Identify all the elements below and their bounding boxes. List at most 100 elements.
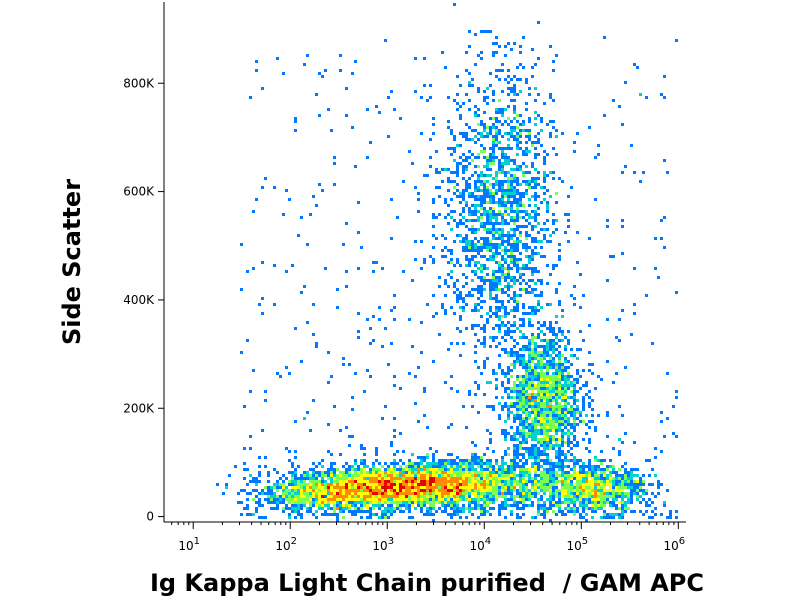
density-cell xyxy=(525,411,528,414)
density-cell xyxy=(453,480,456,483)
density-cell xyxy=(552,486,555,489)
density-cell xyxy=(525,423,528,426)
density-cell xyxy=(528,387,531,390)
density-cell xyxy=(486,501,489,504)
density-cell xyxy=(282,213,285,216)
density-cell xyxy=(474,105,477,108)
density-cell xyxy=(489,231,492,234)
density-cell xyxy=(516,390,519,393)
density-cell xyxy=(300,474,303,477)
density-cell xyxy=(636,468,639,471)
density-cell xyxy=(540,441,543,444)
density-cell xyxy=(408,492,411,495)
density-cell xyxy=(579,474,582,477)
density-cell xyxy=(306,498,309,501)
density-cell xyxy=(507,465,510,468)
density-cell xyxy=(384,483,387,486)
density-cell xyxy=(477,87,480,90)
density-cell xyxy=(396,471,399,474)
density-cell xyxy=(438,474,441,477)
density-cell xyxy=(390,198,393,201)
density-cell xyxy=(381,471,384,474)
density-cell xyxy=(261,504,264,507)
density-cell xyxy=(369,489,372,492)
density-cell xyxy=(486,459,489,462)
density-cell xyxy=(552,408,555,411)
density-cell xyxy=(582,474,585,477)
density-cell xyxy=(501,228,504,231)
density-cell xyxy=(474,492,477,495)
density-cell xyxy=(534,210,537,213)
density-cell xyxy=(471,327,474,330)
density-cell xyxy=(528,318,531,321)
density-cell xyxy=(543,171,546,174)
density-cell xyxy=(555,288,558,291)
density-cell xyxy=(333,483,336,486)
density-cell xyxy=(486,159,489,162)
density-cell xyxy=(564,369,567,372)
density-cell xyxy=(603,489,606,492)
density-cell xyxy=(555,450,558,453)
density-cell xyxy=(528,426,531,429)
density-cell xyxy=(420,492,423,495)
density-cell xyxy=(306,471,309,474)
density-cell xyxy=(525,363,528,366)
density-cell xyxy=(579,492,582,495)
density-cell xyxy=(555,414,558,417)
density-cell xyxy=(558,495,561,498)
density-cell xyxy=(609,492,612,495)
density-cell xyxy=(585,414,588,417)
density-cell xyxy=(489,288,492,291)
density-cell xyxy=(414,480,417,483)
density-cell xyxy=(501,183,504,186)
density-cell xyxy=(549,240,552,243)
density-cell xyxy=(435,468,438,471)
density-cell xyxy=(342,465,345,468)
density-cell xyxy=(504,222,507,225)
density-cell xyxy=(573,492,576,495)
density-cell xyxy=(366,501,369,504)
density-cell xyxy=(429,138,432,141)
density-cell xyxy=(498,483,501,486)
density-cell xyxy=(303,63,306,66)
density-cell xyxy=(576,498,579,501)
density-cell xyxy=(537,387,540,390)
density-cell xyxy=(453,159,456,162)
density-cell xyxy=(381,267,384,270)
density-cell xyxy=(447,177,450,180)
density-cell xyxy=(417,501,420,504)
density-cell xyxy=(483,246,486,249)
density-cell xyxy=(390,492,393,495)
density-cell xyxy=(462,240,465,243)
density-cell xyxy=(447,120,450,123)
density-cell xyxy=(474,360,477,363)
density-cell xyxy=(507,294,510,297)
density-cell xyxy=(537,447,540,450)
density-cell xyxy=(357,330,360,333)
density-cell xyxy=(489,471,492,474)
density-cell xyxy=(294,129,297,132)
density-cell xyxy=(546,441,549,444)
density-cell xyxy=(483,228,486,231)
density-cell xyxy=(504,339,507,342)
density-cell xyxy=(498,279,501,282)
density-cell xyxy=(525,480,528,483)
density-cell xyxy=(366,507,369,510)
density-cell xyxy=(576,486,579,489)
density-cell xyxy=(600,471,603,474)
density-cell xyxy=(297,477,300,480)
x-tick-base: 10 xyxy=(566,539,581,553)
density-cell xyxy=(516,426,519,429)
density-cell xyxy=(540,228,543,231)
density-cell xyxy=(324,510,327,513)
density-cell xyxy=(501,213,504,216)
density-cell xyxy=(516,501,519,504)
density-cell xyxy=(285,447,288,450)
density-cell xyxy=(507,393,510,396)
density-cell xyxy=(651,342,654,345)
density-cell xyxy=(507,273,510,276)
density-cell xyxy=(513,402,516,405)
density-cell xyxy=(444,66,447,69)
density-cell xyxy=(531,453,534,456)
density-cell xyxy=(465,507,468,510)
